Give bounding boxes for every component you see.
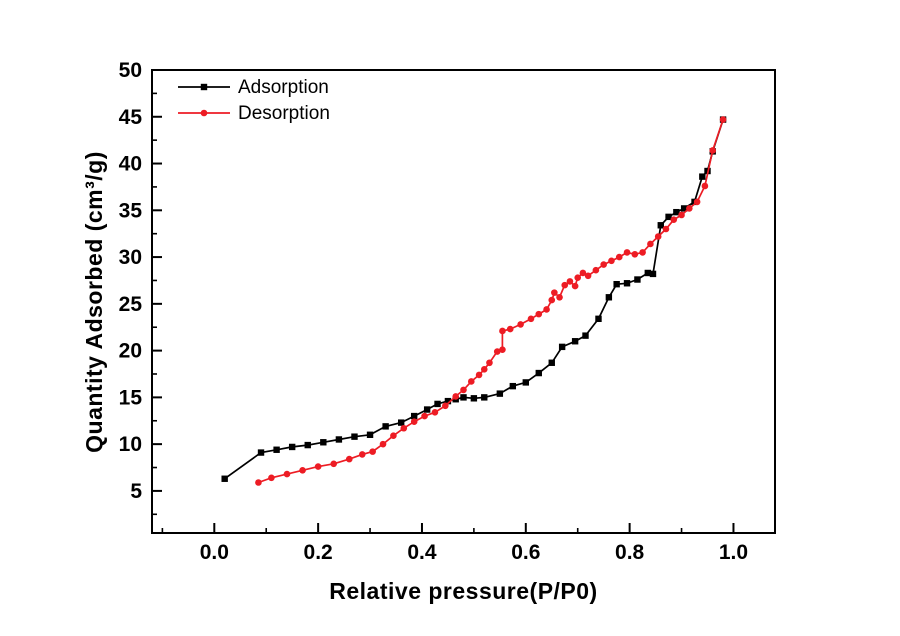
y-tick-label: 45 [119, 106, 143, 129]
x-tick-label: 1.0 [719, 541, 748, 564]
y-tick-label: 35 [119, 199, 143, 222]
x-tick-label: 0.8 [615, 541, 645, 564]
y-axis-label: Quantity Adsorbed (cm³/g) [81, 151, 107, 453]
y-tick-label: 30 [119, 246, 142, 269]
y-tick-label: 10 [119, 433, 142, 456]
legend-entry-desorption: Desorption [178, 103, 330, 124]
y-tick-label: 5 [130, 480, 142, 503]
y-tick-label: 50 [119, 59, 142, 82]
plot-frame [151, 69, 776, 534]
x-tick-label: 0.4 [407, 541, 437, 564]
x-axis-ticks: 0.0 0.2 0.4 0.6 0.8 1.0 [161, 523, 748, 564]
legend-circle-marker-icon [200, 109, 208, 117]
y-tick-label: 25 [119, 293, 143, 316]
legend-entry-adsorption: Adsorption [178, 77, 329, 98]
legend-label: Adsorption [238, 77, 329, 98]
x-axis-label: Relative pressure(P/P0) [329, 578, 598, 604]
series-adsorption [221, 116, 727, 482]
legend-square-marker-icon [200, 83, 208, 91]
x-tick-label: 0.6 [511, 541, 540, 564]
y-axis-ticks: 5 10 15 20 25 30 35 40 45 50 [119, 59, 162, 516]
legend: Adsorption Desorption [178, 77, 330, 124]
y-tick-label: 40 [119, 153, 142, 176]
x-tick-label: 0.2 [304, 541, 333, 564]
series-desorption [255, 116, 727, 486]
y-tick-label: 15 [119, 386, 143, 409]
x-tick-label: 0.0 [200, 541, 229, 564]
y-tick-label: 20 [119, 340, 142, 363]
legend-label: Desorption [238, 103, 330, 124]
